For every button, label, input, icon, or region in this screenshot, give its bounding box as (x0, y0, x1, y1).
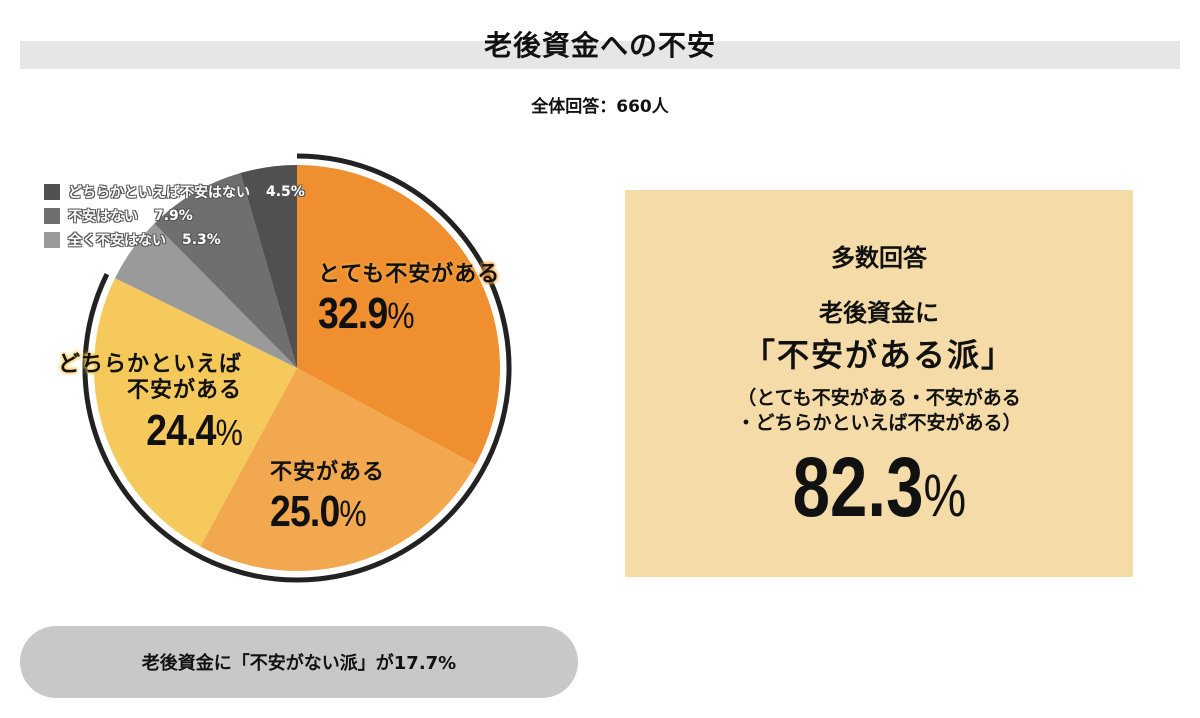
slice-value: 32.9 (318, 289, 388, 339)
percent-sign: % (923, 462, 966, 530)
label-somewhat-anxious: どちらかといえば 不安がある 24.4% (42, 352, 243, 458)
summary-big-value: 82.3% (792, 439, 965, 536)
slice-percent: 32.9% (318, 288, 473, 341)
slice-value: 24.4 (146, 405, 216, 455)
anxious-group-arc (82, 153, 512, 583)
legend-value: 5.3% (182, 232, 221, 248)
legend-label: どちらかといえば不安はない (68, 185, 250, 201)
summary-detail: （とても不安がある・不安がある ・どちらかといえば不安がある） (625, 386, 1133, 435)
title-bar (20, 41, 1180, 69)
pie-slice (94, 278, 297, 547)
legend: どちらかといえば不安はない 4.5% 不安はない 7.9% 全く不安はない 5.… (44, 180, 305, 252)
footer-pill: 老後資金に「不安がない派」が17.7% (20, 626, 578, 698)
label-anxious: 不安がある 25.0% (270, 460, 385, 539)
slice-value: 25.0 (270, 487, 340, 537)
footer-text: 老後資金に「不安がない派」が17.7% (141, 653, 457, 674)
legend-value: 7.9% (154, 208, 193, 224)
percent-sign: % (387, 295, 414, 337)
legend-value: 4.5% (266, 184, 305, 200)
label-very-anxious: とても不安がある 32.9% (318, 262, 500, 341)
legend-swatch (44, 232, 60, 248)
slice-percent: 25.0% (270, 486, 368, 539)
legend-swatch (44, 208, 60, 224)
big-value: 82.3 (792, 440, 924, 535)
pie-slice (240, 165, 297, 368)
slice-name-line1: どちらかといえば (57, 352, 242, 377)
pie-slice (154, 173, 297, 368)
pie-slice (114, 223, 297, 368)
summary-heading: 多数回答 (831, 244, 927, 272)
pie-chart (82, 153, 512, 583)
respondent-count: 全体回答：660人 (531, 97, 669, 117)
legend-label: 全く不安はない (68, 233, 166, 249)
summary-detail-line2: ・どちらかといえば不安がある） (736, 411, 1022, 434)
legend-label: 不安はない (68, 209, 138, 225)
legend-item-somewhat-not-anxious: どちらかといえば不安はない 4.5% (44, 180, 305, 204)
pie-slices (94, 165, 500, 572)
legend-swatch (44, 184, 60, 200)
pie-slice (200, 368, 476, 572)
legend-item-not-anxious: 不安はない 7.9% (44, 204, 305, 228)
percent-sign: % (215, 411, 243, 453)
slice-name-line2: 不安がある (126, 378, 242, 404)
percent-sign: % (339, 493, 366, 535)
summary-line1: 老後資金に (819, 299, 939, 327)
legend-item-not-anxious-at-all: 全く不安はない 5.3% (44, 228, 305, 252)
summary-line2: 「不安がある派」 (742, 336, 1015, 374)
slice-name: とても不安がある (318, 262, 501, 287)
chart-title: 老後資金への不安 (483, 29, 716, 62)
slice-name: 不安がある (270, 460, 386, 485)
summary-box: 多数回答 老後資金に 「不安がある派」 （とても不安がある・不安がある ・どちら… (625, 190, 1133, 577)
slice-percent: 24.4% (72, 405, 243, 458)
pie-slice (297, 165, 500, 465)
summary-detail-line1: （とても不安がある・不安がある (737, 387, 1021, 409)
